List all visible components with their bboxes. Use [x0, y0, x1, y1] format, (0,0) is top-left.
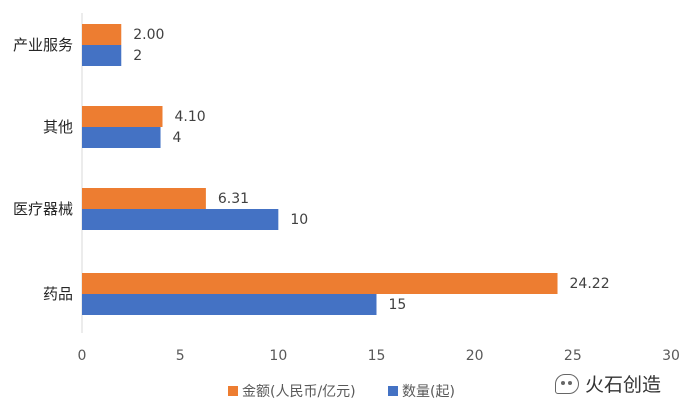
bar — [82, 294, 377, 315]
bar — [82, 273, 558, 294]
category-label: 产业服务 — [13, 36, 73, 54]
legend: 金额(人民币/亿元) 数量(起) — [228, 384, 455, 400]
data-label: 10 — [290, 212, 308, 228]
data-label: 6.31 — [218, 191, 249, 207]
x-tick-label: 0 — [78, 348, 87, 364]
category-label: 医疗器械 — [13, 200, 73, 218]
legend-label: 金额(人民币/亿元) — [242, 384, 356, 400]
data-label: 2 — [133, 48, 142, 64]
plot-area: 产业服务 2.00 2 其他 4.10 4 医疗器械 6.31 10 药品 24.22 15 0 5 10 1… — [13, 13, 680, 364]
x-tick-label: 30 — [662, 348, 680, 364]
x-tick-label: 15 — [368, 348, 386, 364]
watermark-text: 火石创造 — [584, 374, 661, 396]
data-label: 4 — [173, 130, 182, 146]
data-label: 4.10 — [174, 109, 205, 125]
x-tick-label: 5 — [176, 348, 185, 364]
category-label: 其他 — [43, 118, 73, 136]
data-label: 2.00 — [133, 27, 164, 43]
watermark: 火石创造 — [554, 370, 661, 397]
data-label: 24.22 — [570, 276, 610, 292]
bar — [82, 106, 163, 127]
bar — [82, 127, 161, 148]
bar — [82, 188, 206, 209]
category-label: 药品 — [43, 285, 73, 303]
x-tick-label: 25 — [564, 348, 582, 364]
x-tick-label: 20 — [466, 348, 484, 364]
bar — [82, 209, 279, 230]
legend-label: 数量(起) — [402, 384, 455, 400]
legend-swatch — [228, 386, 238, 396]
legend-swatch — [388, 386, 398, 396]
bar — [82, 45, 122, 66]
bar — [82, 24, 122, 45]
data-label: 15 — [389, 297, 407, 313]
wechat-icon — [554, 373, 579, 394]
x-tick-label: 10 — [269, 348, 287, 364]
